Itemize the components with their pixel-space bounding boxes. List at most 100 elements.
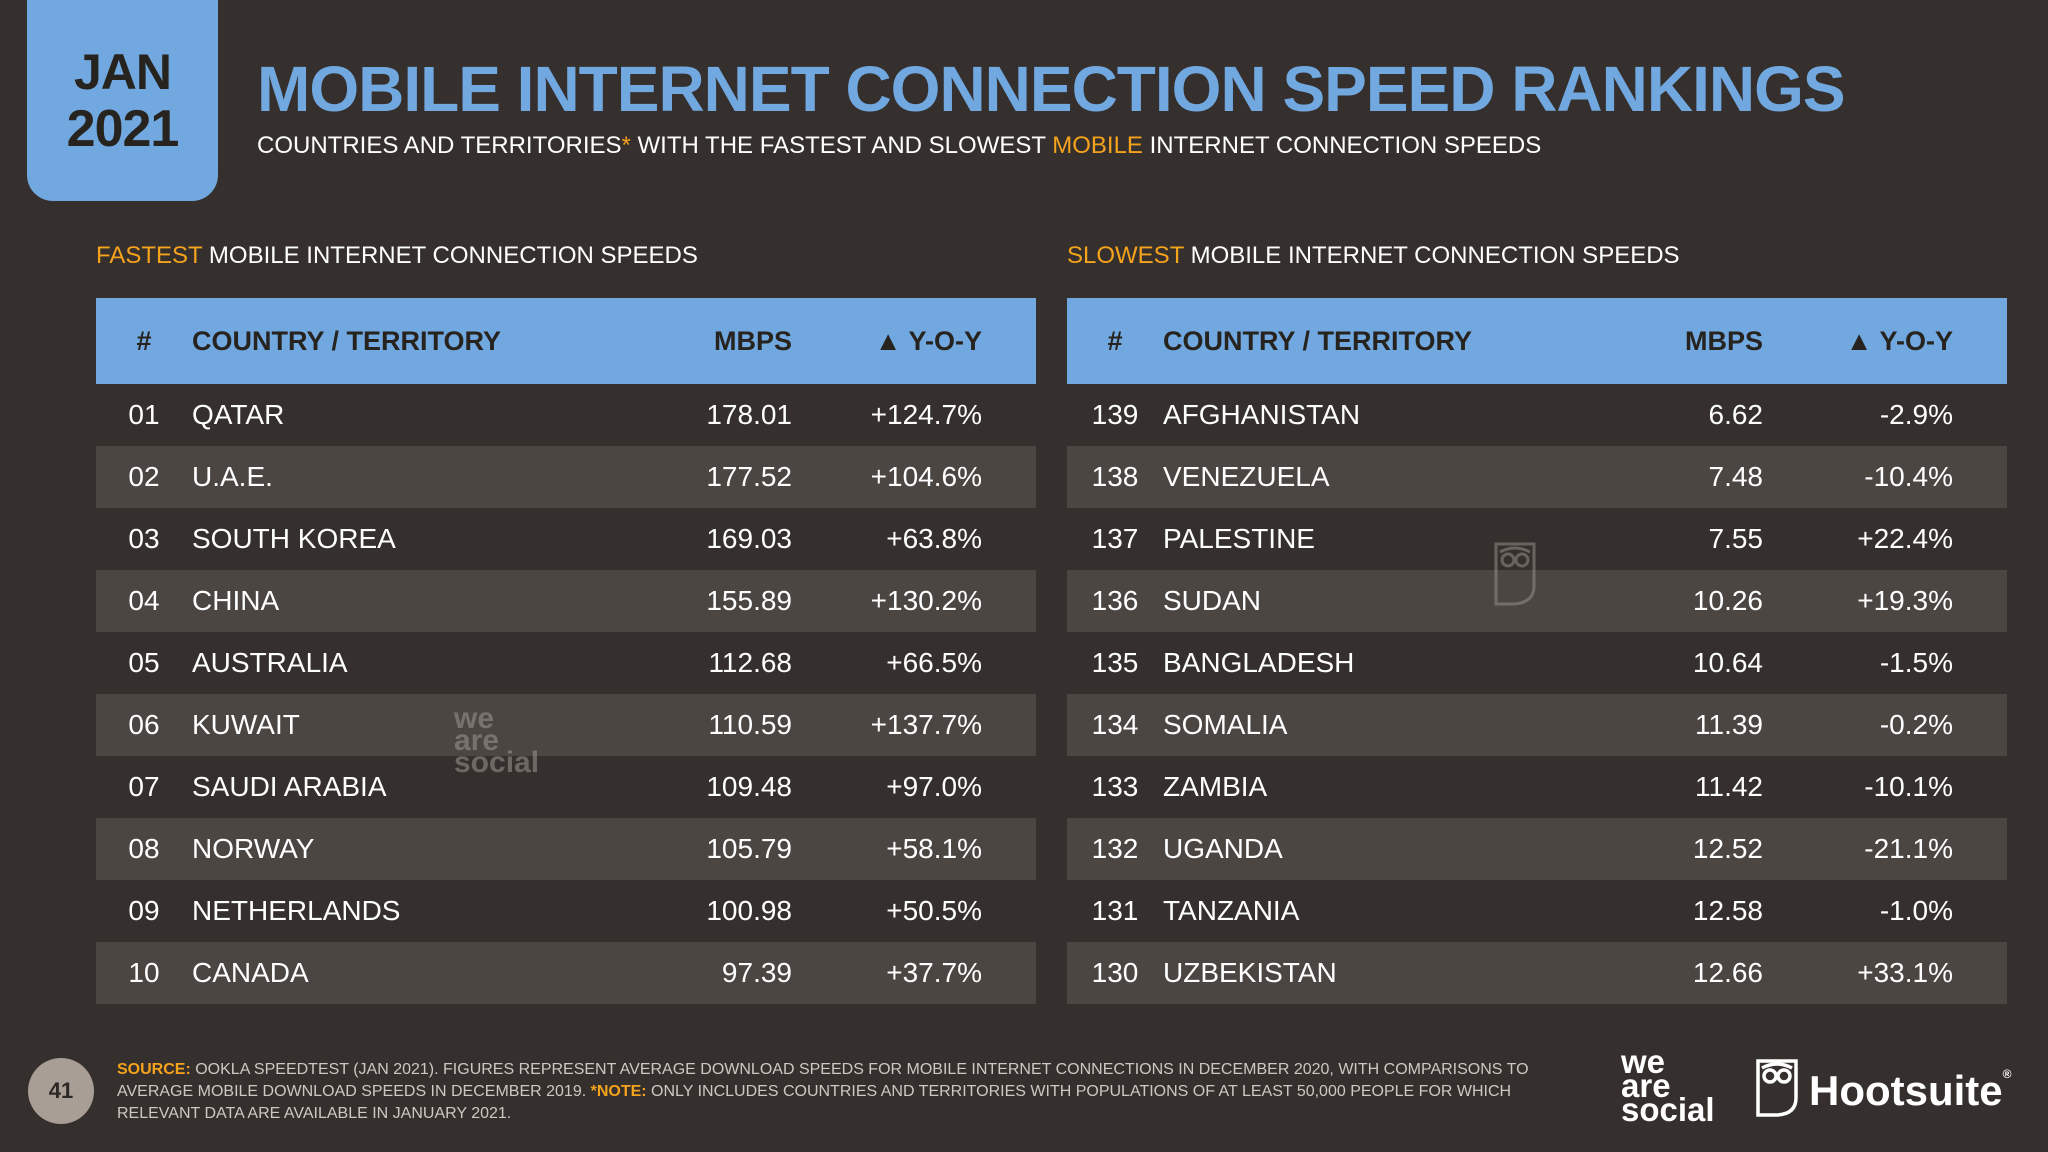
cell-yoy: +66.5%: [886, 647, 982, 678]
cell-country: NORWAY: [192, 818, 622, 880]
cell-mbps: 7.55: [1708, 523, 1764, 554]
we-are-social-watermark: we are social: [454, 702, 540, 779]
cell-mbps: 10.26: [1593, 570, 1767, 632]
cell-yoy: -10.1%: [1864, 771, 1953, 802]
logo-line: we: [1621, 1043, 1666, 1080]
fastest-caption-highlight: FASTEST: [96, 242, 203, 269]
cell-country: UZBEKISTAN: [1163, 942, 1593, 1004]
fastest-caption: FASTEST MOBILE INTERNET CONNECTION SPEED…: [96, 242, 982, 298]
table-row: 139 AFGHANISTAN 6.62 -2.9%: [1067, 384, 2007, 446]
logo-line: social: [1621, 1091, 1715, 1128]
note-text: ONLY INCLUDES COUNTRIES AND TERRITORIES …: [117, 1083, 1512, 1122]
cell-yoy: +130.2%: [796, 570, 1036, 632]
cell-yoy: +104.6%: [796, 446, 1036, 508]
cell-yoy: +63.8%: [886, 523, 982, 554]
cell-country: VENEZUELA: [1163, 446, 1593, 508]
cell-country: PALESTINE: [1163, 523, 1315, 554]
column-header-mbps: MBPS: [1593, 298, 1767, 384]
cell-rank: 03: [128, 523, 160, 554]
cell-country: TANZANIA: [1163, 895, 1300, 926]
cell-mbps: 6.62: [1708, 399, 1764, 430]
column-header-yoy: ▲ Y-O-Y: [1767, 298, 2007, 384]
cell-mbps: 12.52: [1593, 818, 1767, 880]
page-title: MOBILE INTERNET CONNECTION SPEED RANKING…: [257, 53, 1846, 125]
cell-yoy: +137.7%: [796, 694, 1036, 756]
table-row: 10 CANADA 97.39 +37.7%: [96, 942, 1036, 1004]
cell-mbps: 112.68: [708, 647, 792, 678]
table-row: 03 SOUTH KOREA 169.03 +63.8%: [96, 508, 1036, 570]
cell-mbps: 169.03: [706, 523, 792, 554]
column-header-rank: #: [96, 298, 192, 384]
cell-rank: 132: [1067, 818, 1163, 880]
watermark-line: are: [454, 724, 500, 757]
hootsuite-logo: Hootsuite®: [1755, 1058, 2012, 1123]
table-row: 08 NORWAY 105.79 +58.1%: [96, 818, 1036, 880]
cell-rank: 135: [1091, 647, 1139, 678]
cell-rank: 04: [96, 570, 192, 632]
source-text: OOKLA SPEEDTEST (JAN 2021). FIGURES REPR…: [117, 1061, 1529, 1100]
cell-yoy: +97.0%: [886, 771, 982, 802]
cell-rank: 08: [96, 818, 192, 880]
cell-yoy: -0.2%: [1767, 694, 2007, 756]
cell-mbps: 12.58: [1692, 895, 1763, 926]
cell-rank: 139: [1091, 399, 1139, 430]
cell-yoy: +124.7%: [870, 399, 982, 430]
cell-rank: 137: [1091, 523, 1139, 554]
cell-rank: 131: [1091, 895, 1139, 926]
hootsuite-name: Hootsuite: [1809, 1066, 2003, 1114]
cell-country: CHINA: [192, 570, 622, 632]
note-label: *NOTE:: [590, 1083, 647, 1100]
logo-line: are: [1621, 1067, 1671, 1104]
subtitle-highlight: MOBILE: [1052, 132, 1143, 159]
column-header-yoy: ▲ Y-O-Y: [796, 298, 1036, 384]
cell-rank: 05: [128, 647, 160, 678]
table-row: 137 PALESTINE 7.55 +22.4%: [1067, 508, 2007, 570]
date-year: 2021: [66, 99, 180, 158]
cell-country: SOMALIA: [1163, 694, 1593, 756]
cell-rank: 138: [1067, 446, 1163, 508]
slowest-caption-highlight: SLOWEST: [1067, 242, 1184, 269]
cell-country: ZAMBIA: [1163, 771, 1268, 802]
table-row: 133 ZAMBIA 11.42 -10.1%: [1067, 756, 2007, 818]
table-header-row: # COUNTRY / TERRITORY MBPS ▲ Y-O-Y: [1067, 298, 2007, 384]
slowest-panel: SLOWEST MOBILE INTERNET CONNECTION SPEED…: [1067, 242, 2007, 1004]
cell-mbps: 11.42: [1695, 771, 1763, 802]
watermark-line: social: [454, 746, 540, 779]
cell-yoy: +37.7%: [796, 942, 1036, 1004]
table-row: 135 BANGLADESH 10.64 -1.5%: [1067, 632, 2007, 694]
column-header-country: COUNTRY / TERRITORY: [192, 298, 622, 384]
table-row: 132 UGANDA 12.52 -21.1%: [1067, 818, 2007, 880]
cell-yoy: -21.1%: [1767, 818, 2007, 880]
cell-mbps: 155.89: [622, 570, 796, 632]
cell-country: SAUDI ARABIA: [192, 771, 387, 802]
cell-yoy: +22.4%: [1857, 523, 1953, 554]
table-row: 138 VENEZUELA 7.48 -10.4%: [1067, 446, 2007, 508]
cell-mbps: 178.01: [706, 399, 792, 430]
cell-country: CANADA: [192, 942, 622, 1004]
slowest-caption-rest: MOBILE INTERNET CONNECTION SPEEDS: [1183, 242, 1680, 269]
cell-yoy: +33.1%: [1767, 942, 2007, 1004]
cell-rank: 06: [96, 694, 192, 756]
cell-yoy: +50.5%: [886, 895, 982, 926]
cell-rank: 10: [96, 942, 192, 1004]
slowest-table: # COUNTRY / TERRITORY MBPS ▲ Y-O-Y 139 AF…: [1067, 298, 2007, 1004]
hootsuite-wordmark: Hootsuite®: [1809, 1067, 2012, 1115]
cell-country: BANGLADESH: [1163, 647, 1355, 678]
cell-mbps: 11.39: [1593, 694, 1767, 756]
cell-rank: 07: [128, 771, 160, 802]
table-row: 04 CHINA 155.89 +130.2%: [96, 570, 1036, 632]
watermark-line: we: [454, 702, 495, 735]
slowest-caption: SLOWEST MOBILE INTERNET CONNECTION SPEED…: [1067, 242, 1953, 298]
cell-yoy: -2.9%: [1879, 399, 1953, 430]
cell-mbps: 177.52: [622, 446, 796, 508]
cell-rank: 136: [1067, 570, 1163, 632]
cell-yoy: -10.4%: [1767, 446, 2007, 508]
cell-mbps: 10.64: [1692, 647, 1763, 678]
cell-mbps: 110.59: [622, 694, 796, 756]
fastest-table: # COUNTRY / TERRITORY MBPS ▲ Y-O-Y 01 QAT…: [96, 298, 1036, 1004]
cell-mbps: 100.98: [706, 895, 792, 926]
table-row: 01 QATAR 178.01 +124.7%: [96, 384, 1036, 446]
column-header-country: COUNTRY / TERRITORY: [1163, 298, 1593, 384]
date-badge: JAN 2021: [27, 0, 218, 201]
fastest-caption-rest: MOBILE INTERNET CONNECTION SPEEDS: [202, 242, 698, 269]
